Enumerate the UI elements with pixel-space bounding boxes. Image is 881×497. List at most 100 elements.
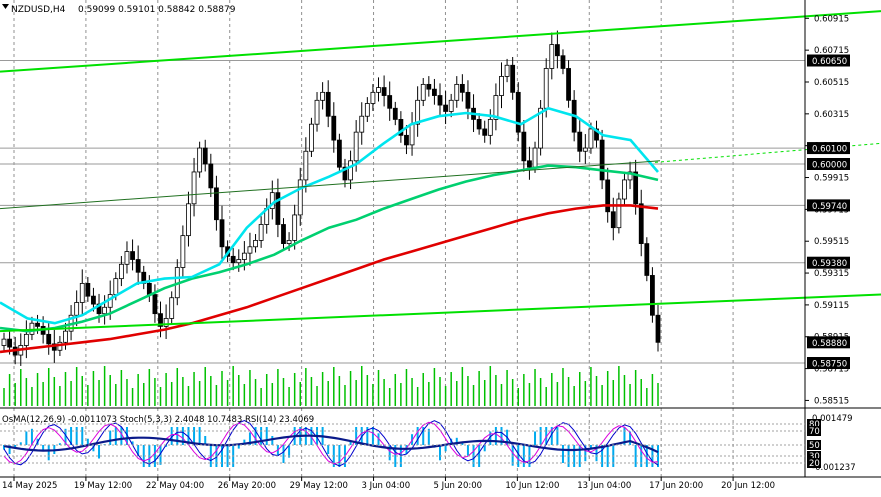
bear-candle <box>482 128 488 136</box>
y-tick-label: 0.59515 <box>814 237 849 247</box>
y-tick-label: 0.60915 <box>814 14 849 24</box>
bear-candle <box>515 91 521 133</box>
bear-candle <box>387 95 393 109</box>
oscillator-level-tag <box>807 458 821 468</box>
trend-line-dashed_extension <box>654 142 881 163</box>
stochastic-signal-line <box>3 421 659 465</box>
bull-candle <box>1 338 7 346</box>
bear-candle <box>566 68 571 101</box>
bull-candle <box>79 283 85 303</box>
oscillator-subwindow[interactable] <box>3 419 659 468</box>
bear-candle <box>219 219 225 248</box>
oscillator-level-label: 20 <box>809 459 820 469</box>
bull-candle <box>493 95 499 120</box>
bear-candle <box>392 107 398 120</box>
price-tag-label: 0.60650 <box>812 57 847 67</box>
y-tick-label: 0.58715 <box>814 365 849 375</box>
bull-candle <box>420 83 426 101</box>
y-tick-label: 0.58515 <box>814 396 849 406</box>
bear-candle <box>465 91 471 109</box>
bull-candle <box>499 76 504 96</box>
bull-candle <box>74 302 80 316</box>
oscillator-label: OsMA(12,26,9) -0.0011073 Stoch(5,3,3) 2.… <box>2 415 314 425</box>
price-tag-label: 0.58750 <box>812 360 847 370</box>
bear-candle <box>158 313 163 327</box>
bear-candle <box>594 128 599 141</box>
bear-candle <box>275 192 281 225</box>
price-tag-box <box>807 54 850 67</box>
bear-candle <box>521 131 527 162</box>
bull-candle <box>303 150 309 181</box>
bull-candle <box>448 99 454 112</box>
triangle-down-icon[interactable] <box>2 4 9 9</box>
bear-candle <box>577 131 583 152</box>
bull-candle <box>23 333 29 346</box>
bear-candle <box>146 283 152 295</box>
bear-candle <box>46 333 52 345</box>
oscillator-level-label: 50 <box>809 441 820 451</box>
volume-bars <box>3 366 659 406</box>
bear-candle <box>426 83 432 90</box>
bull-candle <box>409 123 415 146</box>
subwindow-scale-top: 0.001479 <box>812 414 853 424</box>
bull-candle <box>113 278 119 295</box>
bear-candle <box>130 251 135 260</box>
bull-candle <box>504 64 510 77</box>
x-tick-label: 14 May 2025 <box>2 481 57 491</box>
bull-candle <box>253 240 258 248</box>
bull-candle <box>616 198 622 229</box>
bull-candle <box>320 91 326 101</box>
bear-candle <box>342 166 348 181</box>
bear-candle <box>510 64 516 93</box>
bull-candle <box>627 171 633 181</box>
bull-candle <box>582 147 588 152</box>
bull-candle <box>29 322 35 335</box>
y-tick-label: 0.59315 <box>814 269 849 279</box>
bear-candle <box>605 179 611 213</box>
trend-lines <box>0 10 881 333</box>
bull-candle <box>236 259 242 264</box>
oscillator-level-tag <box>807 451 821 461</box>
bull-candle <box>241 252 247 260</box>
bull-candle <box>622 179 627 200</box>
rsi-line <box>3 434 659 454</box>
bear-candle <box>432 88 437 96</box>
symbol-label: NZDUSD,H4 <box>11 5 66 15</box>
bull-candle <box>247 246 253 254</box>
chart-header: NZDUSD,H4 0.59099 0.59101 0.58842 0.5887… <box>2 4 236 15</box>
price-tag-label: 0.59740 <box>812 202 847 212</box>
bear-candle <box>644 243 650 276</box>
bear-candle <box>208 163 214 189</box>
ema-mid-line <box>0 164 659 333</box>
x-tick-label: 20 Jun 12:00 <box>721 481 775 491</box>
time-axis-ticks: 14 May 2025 19 May 12:00 22 May 04:00 26 Ma… <box>2 477 775 491</box>
bull-candle <box>415 99 421 125</box>
bear-candle <box>476 119 482 130</box>
bear-candle <box>437 95 443 106</box>
bull-candle <box>197 147 203 173</box>
bear-candle <box>7 338 12 348</box>
x-tick-label: 3 Jun 04:00 <box>362 481 411 491</box>
ohlc-values: 0.59099 0.59101 0.58842 0.58879 <box>78 5 236 15</box>
oscillator-level-tag <box>807 426 821 436</box>
price-tag-label: 0.58880 <box>812 339 847 349</box>
bull-candle <box>588 128 594 149</box>
subwindow-scale-bottom: -0.001237 <box>812 463 856 473</box>
bull-candle <box>353 131 359 162</box>
ema-slow-line <box>0 204 659 354</box>
bull-candle <box>370 91 376 104</box>
bear-candle <box>325 91 331 117</box>
bear-candle <box>281 224 286 244</box>
bear-candle <box>554 44 560 57</box>
bull-candle <box>538 107 544 149</box>
moving-averages <box>0 106 659 354</box>
bear-candle <box>91 295 96 305</box>
bull-candle <box>124 251 130 265</box>
y-tick-label: 0.60315 <box>814 110 849 120</box>
bull-candle <box>186 203 191 237</box>
bear-candle <box>638 203 644 245</box>
bull-candle <box>286 240 292 244</box>
